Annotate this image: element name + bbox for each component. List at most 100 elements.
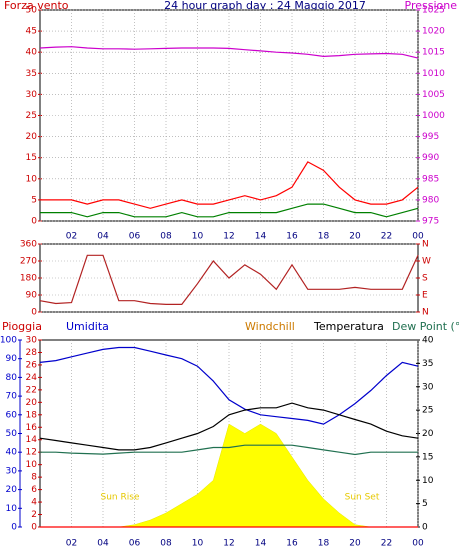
x-tick-label: 16 — [286, 232, 298, 242]
y-tick-label: 5 — [422, 499, 428, 509]
y-tick-label: 1000 — [422, 111, 445, 121]
y-tick-label: 15 — [26, 153, 37, 163]
line — [39, 346, 419, 425]
y-tick-label: S — [422, 274, 428, 284]
line — [40, 203, 419, 218]
x-tick-label: 06 — [129, 232, 141, 242]
y-tick-label: 8 — [31, 473, 37, 483]
y-tick-label: 180 — [20, 274, 37, 284]
x-tick-label: 18 — [318, 539, 330, 549]
temperature-header: Temperatura — [313, 320, 384, 333]
y-tick-label: 100 — [0, 336, 17, 346]
y-tick-label: N — [422, 308, 429, 318]
y-tick-label: 1005 — [422, 90, 445, 100]
y-tick-label: 0 — [31, 523, 37, 533]
x-tick-label: 20 — [349, 232, 361, 242]
y-tick-label: 0 — [422, 523, 428, 533]
y-tick-label: 50 — [6, 429, 18, 439]
y-tick-label: 20 — [26, 132, 38, 142]
x-tick-label: 02 — [66, 539, 77, 549]
y-tick-label: W — [422, 257, 431, 267]
x-tick-label: 02 — [66, 232, 77, 242]
y-tick-label: 10 — [26, 460, 38, 470]
y-tick-label: 80 — [6, 373, 18, 383]
y-tick-label: 990 — [422, 153, 439, 163]
y-tick-label: 45 — [26, 27, 37, 37]
y-tick-label: 20 — [26, 398, 38, 408]
y-tick-label: 70 — [6, 392, 18, 402]
y-tick-label: 10 — [422, 476, 434, 486]
y-tick-label: 2 — [31, 510, 37, 520]
x-tick-label: 16 — [286, 539, 298, 549]
y-tick-label: 14 — [26, 435, 38, 445]
x-tick-label: 20 — [349, 539, 361, 549]
y-tick-label: 30 — [26, 336, 38, 346]
y-tick-label: 30 — [6, 466, 18, 476]
y-tick-label: 360 — [20, 240, 37, 250]
y-tick-label: 35 — [422, 359, 433, 369]
y-tick-label: 40 — [6, 448, 18, 458]
y-tick-label: 35 — [26, 69, 37, 79]
y-tick-label: 1025 — [422, 6, 445, 16]
x-tick-label: 06 — [129, 539, 141, 549]
y-tick-label: 50 — [26, 6, 38, 16]
y-tick-label: 6 — [31, 485, 37, 495]
x-tick-label: 10 — [192, 539, 204, 549]
y-tick-label: 975 — [422, 217, 439, 227]
y-tick-label: 24 — [26, 373, 38, 383]
annotation: Sun Set — [345, 493, 380, 503]
line — [39, 402, 419, 451]
humidity-header: Umidita — [66, 320, 109, 333]
y-tick-label: 0 — [11, 523, 17, 533]
x-tick-label: 04 — [97, 232, 109, 242]
x-tick-label: 10 — [192, 232, 204, 242]
y-tick-label: 980 — [422, 195, 439, 205]
y-tick-label: 12 — [26, 448, 37, 458]
y-tick-label: 18 — [26, 410, 38, 420]
y-tick-label: 26 — [26, 360, 38, 370]
y-tick-label: 0 — [31, 308, 37, 318]
y-tick-label: 20 — [6, 485, 18, 495]
y-tick-label: 25 — [422, 406, 433, 416]
y-tick-label: 15 — [422, 452, 433, 462]
dewpoint-header: Dew Point (°C — [392, 320, 459, 333]
y-tick-label: 270 — [20, 257, 37, 267]
y-tick-label: 40 — [422, 336, 434, 346]
y-tick-label: 28 — [26, 348, 38, 358]
wind-header: Forza vento — [4, 0, 69, 12]
y-tick-label: 25 — [26, 111, 37, 121]
windchill-header: Windchill — [245, 320, 295, 333]
x-tick-label: 08 — [160, 539, 172, 549]
y-tick-label: 10 — [26, 174, 38, 184]
x-tick-label: 14 — [255, 539, 267, 549]
y-tick-label: 985 — [422, 174, 439, 184]
line — [39, 46, 419, 59]
annotation: Sun Rise — [101, 493, 140, 503]
y-tick-label: 30 — [26, 90, 38, 100]
y-tick-label: 22 — [26, 385, 37, 395]
x-tick-label: 00 — [412, 539, 424, 549]
y-tick-label: 5 — [31, 195, 37, 205]
y-tick-label: 10 — [6, 504, 18, 514]
x-tick-label: 22 — [381, 232, 392, 242]
line — [40, 444, 418, 456]
y-tick-label: 1020 — [422, 27, 445, 37]
y-tick-label: 40 — [26, 48, 38, 58]
y-tick-label: 1015 — [422, 48, 445, 58]
y-tick-label: N — [422, 240, 429, 250]
x-tick-label: 14 — [255, 232, 267, 242]
chart-title: 24 hour graph day : 24 Maggio 2017 — [164, 0, 366, 12]
line — [40, 161, 419, 209]
y-tick-label: 0 — [31, 217, 37, 227]
y-tick-label: 4 — [31, 498, 37, 508]
y-tick-label: 16 — [26, 423, 38, 433]
x-tick-label: 22 — [381, 539, 392, 549]
y-tick-label: 90 — [26, 291, 38, 301]
y-tick-label: 995 — [422, 132, 439, 142]
x-tick-label: 12 — [223, 539, 234, 549]
x-tick-label: 04 — [97, 539, 109, 549]
x-tick-label: 18 — [318, 232, 330, 242]
x-tick-label: 00 — [412, 232, 424, 242]
y-tick-label: 30 — [422, 382, 434, 392]
